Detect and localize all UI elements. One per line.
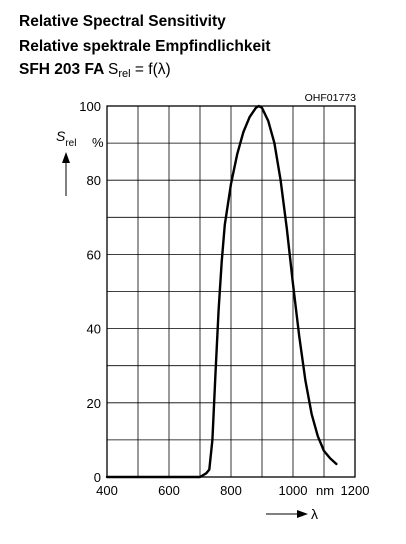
x-tick-label: 600 [158,483,180,498]
y-tick-label: 60 [87,247,101,262]
y-axis-arrow-head [62,152,70,163]
x-axis-arrow-head [297,510,308,518]
y-axis-symbol-s: S [56,128,66,144]
y-tick-label: 20 [87,396,101,411]
formula: Srel = f(λ) [108,61,171,80]
x-tick-label: 1200 [341,483,370,498]
y-axis-unit: % [92,135,104,150]
formula-s: S [108,61,119,78]
y-tick-label: 0 [94,470,101,485]
y-axis-symbol: Srel [56,128,76,149]
y-tick-label: 100 [79,99,101,114]
x-axis-unit: nm [316,483,334,498]
formula-sub: rel [118,68,131,80]
figure-code: OHF01773 [305,92,357,104]
x-tick-labels: 400 600 800 1000 1200 [96,483,369,498]
x-tick-label: 800 [220,483,242,498]
x-tick-label: 400 [96,483,118,498]
y-tick-label: 40 [87,322,101,337]
y-axis-symbol-sub: rel [65,138,76,149]
x-axis-symbol: λ [311,506,318,522]
y-tick-label: 80 [87,173,101,188]
formula-rest: = f(λ) [130,61,171,78]
chart-title-line-2: Relative spektrale Empfindlichkeit [19,38,271,55]
y-tick-labels: 0 20 40 60 80 100 [79,99,101,485]
sensitivity-curve [105,104,338,479]
chart-title-line-3: SFH 203 FA Srel = f(λ) [19,61,171,83]
x-tick-label: 1000 [279,483,308,498]
chart-title-line-1: Relative Spectral Sensitivity [19,13,226,30]
grid [107,106,355,477]
device-name: SFH 203 FA [19,61,104,78]
plot-frame [106,105,356,478]
